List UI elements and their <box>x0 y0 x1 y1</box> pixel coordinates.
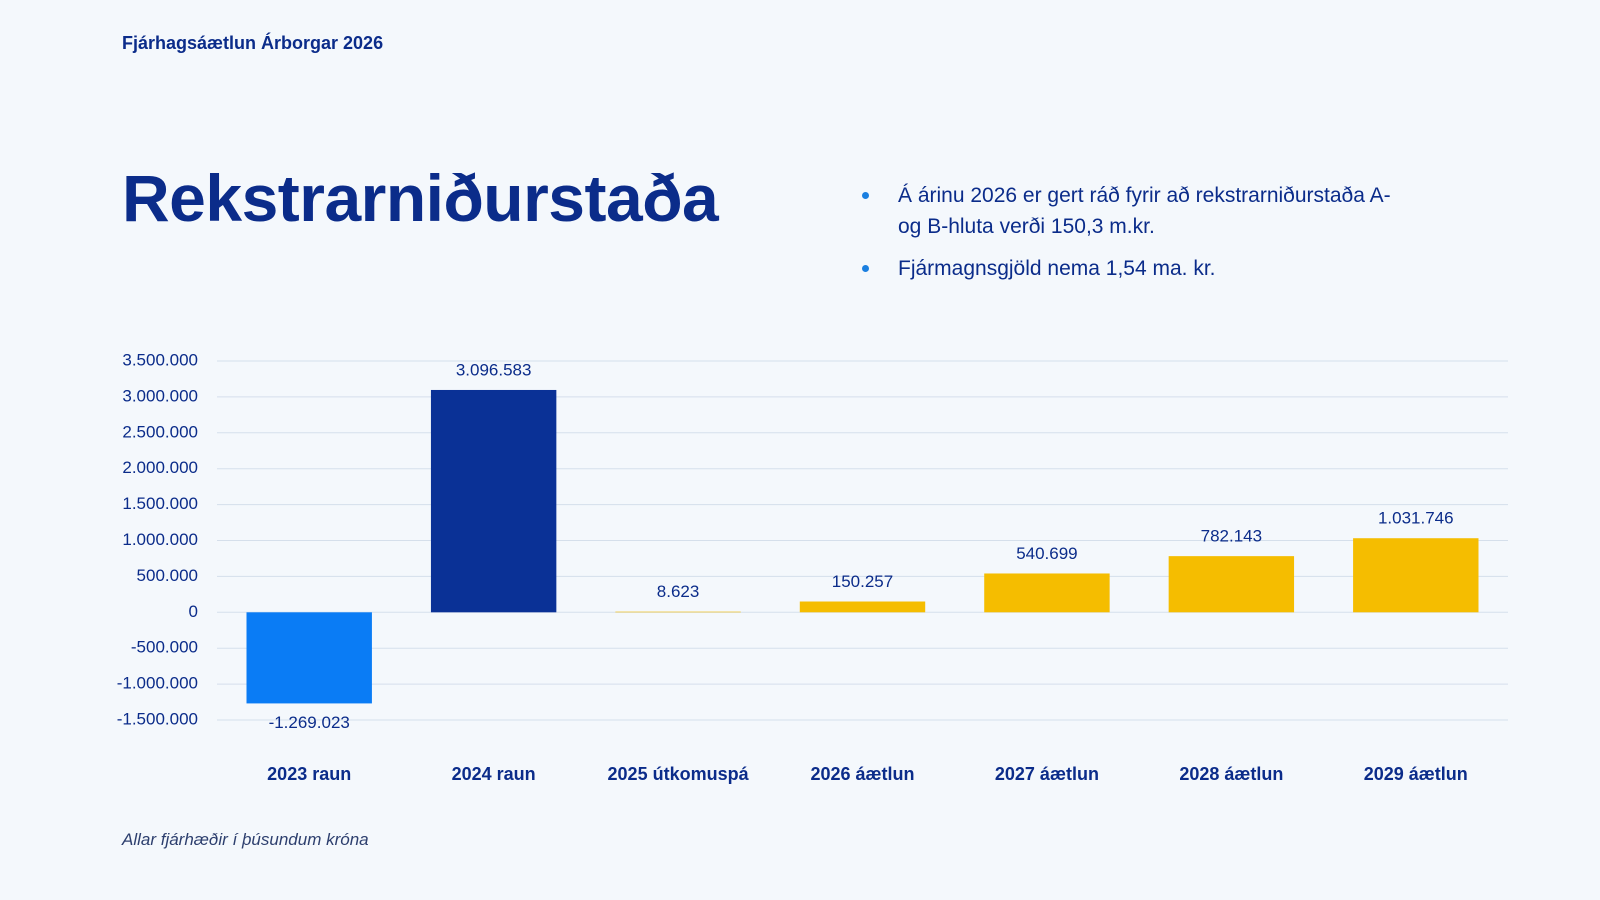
data-label: 3.096.583 <box>456 360 532 379</box>
x-tick-label: 2024 raun <box>452 764 536 784</box>
bar <box>615 611 741 613</box>
y-tick-label: -1.500.000 <box>117 709 198 728</box>
x-tick-label: 2027 áætlun <box>995 764 1099 784</box>
data-label: 1.031.746 <box>1378 509 1454 528</box>
bar <box>799 601 926 613</box>
bar <box>1353 538 1479 613</box>
data-label: 150.257 <box>832 572 893 591</box>
data-label: -1.269.023 <box>269 713 350 732</box>
y-tick-label: 1.000.000 <box>122 530 198 549</box>
y-tick-label: 3.500.000 <box>122 350 198 369</box>
y-tick-label: 2.000.000 <box>122 458 198 477</box>
bullet: Á árinu 2026 er gert ráð fyrir að rekstr… <box>862 180 1402 242</box>
data-label: 8.623 <box>657 582 700 601</box>
bullet-list: Á árinu 2026 er gert ráð fyrir að rekstr… <box>862 180 1402 295</box>
data-label: 540.699 <box>1016 544 1077 563</box>
y-tick-label: 3.000.000 <box>122 386 198 405</box>
data-label: 782.143 <box>1201 527 1262 546</box>
x-tick-label: 2026 áætlun <box>810 764 914 784</box>
y-tick-label: 0 <box>189 602 198 621</box>
bar <box>1168 556 1295 613</box>
x-tick-label: 2029 áætlun <box>1364 764 1468 784</box>
bullet: Fjármagnsgjöld nema 1,54 ma. kr. <box>862 253 1402 284</box>
y-tick-label: 1.500.000 <box>122 494 198 513</box>
x-tick-label: 2025 útkomuspá <box>608 764 750 784</box>
header: Fjárhagsáætlun Árborgar 2026 <box>122 33 384 53</box>
y-tick-label: 2.500.000 <box>122 422 198 441</box>
bar <box>430 389 557 613</box>
y-tick-label: -500.000 <box>131 638 198 657</box>
chart-title: Rekstrarniðurstaða <box>122 161 719 235</box>
y-tick-label: 500.000 <box>137 566 198 585</box>
x-tick-label: 2028 áætlun <box>1179 764 1283 784</box>
y-tick-label: -1.000.000 <box>117 674 198 693</box>
bar <box>246 612 372 704</box>
footnote: Allar fjárhæðir í þúsundum króna <box>122 830 369 849</box>
bar <box>984 573 1110 613</box>
x-tick-label: 2023 raun <box>267 764 351 784</box>
